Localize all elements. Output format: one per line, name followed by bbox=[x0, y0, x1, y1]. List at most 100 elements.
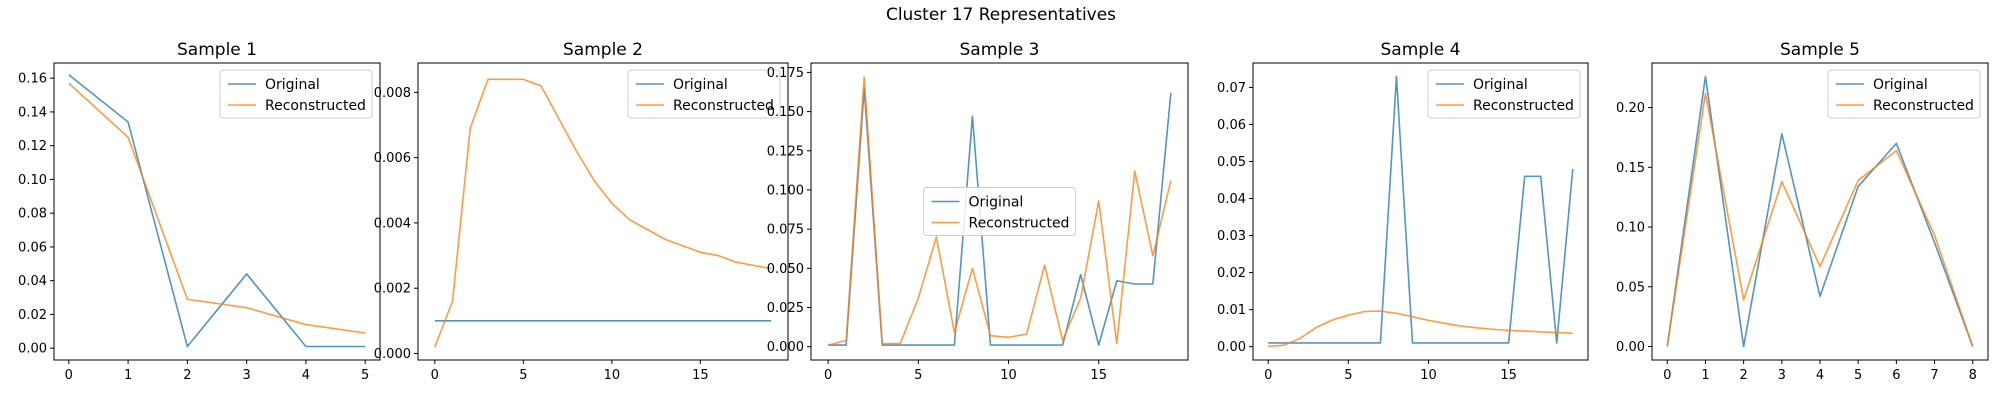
y-tick-label: 0.02 bbox=[18, 308, 47, 323]
subplot-title: Sample 4 bbox=[1381, 40, 1461, 60]
y-tick-label: 0.16 bbox=[18, 72, 47, 87]
plot-frame bbox=[417, 62, 789, 361]
x-tick-label: 0 bbox=[1264, 368, 1272, 383]
x-tick-label: 15 bbox=[1500, 368, 1517, 383]
x-tick-label: 3 bbox=[242, 368, 250, 383]
x-tick-label: 4 bbox=[1816, 368, 1824, 383]
x-tick-label: 7 bbox=[1930, 368, 1938, 383]
y-tick-label: 0.004 bbox=[374, 216, 411, 231]
series-line-original bbox=[68, 74, 366, 348]
x-tick-label: 5 bbox=[1854, 368, 1862, 383]
y-tick-label: 0.150 bbox=[767, 105, 804, 120]
subplot-title: Sample 3 bbox=[960, 40, 1040, 60]
y-tick-label: 0.10 bbox=[18, 173, 47, 188]
y-tick-label: 0.075 bbox=[767, 223, 804, 238]
y-tick-label: 0.04 bbox=[1217, 192, 1246, 207]
legend-label: Original bbox=[265, 77, 320, 93]
subplot-5: Sample 5 0.00 0.05 0.10 0.15 0.20 0 1 2 3 4 5 6 7 8 Ori… bbox=[1616, 40, 1989, 383]
subplot-4: Sample 4 0.00 0.01 0.02 0.03 0.04 0.05 0.06 0.07… bbox=[1217, 40, 1589, 383]
subplot-title: Sample 1 bbox=[177, 40, 257, 60]
figure-title: Cluster 17 Representatives bbox=[886, 5, 1116, 25]
legend-box bbox=[627, 69, 781, 119]
y-tick-label: 0.000 bbox=[374, 347, 411, 362]
x-tick-label: 0 bbox=[431, 368, 439, 383]
x-tick-label: 0 bbox=[824, 368, 832, 383]
x-tick-label: 2 bbox=[183, 368, 191, 383]
y-tick-label: 0.00 bbox=[1616, 340, 1645, 355]
x-tick-label: 4 bbox=[302, 368, 310, 383]
y-tick-label: 0.01 bbox=[1217, 303, 1246, 318]
x-tick-label: 8 bbox=[1969, 368, 1977, 383]
x-tick-label: 5 bbox=[519, 368, 527, 383]
x-tick-label: 15 bbox=[692, 368, 709, 383]
legend: Original Reconstructed bbox=[923, 187, 1076, 236]
plot-frame bbox=[53, 62, 381, 361]
y-tick-label: 0.100 bbox=[767, 183, 804, 198]
x-tick-label: 0 bbox=[1663, 368, 1671, 383]
y-tick-label: 0.06 bbox=[18, 240, 47, 255]
series-line-original bbox=[828, 87, 1172, 346]
y-tick-label: 0.125 bbox=[767, 144, 804, 159]
series-line-original bbox=[1268, 75, 1574, 344]
y-tick-label: 0.006 bbox=[374, 151, 411, 166]
y-tick-label: 0.00 bbox=[18, 342, 47, 357]
legend-label: Original bbox=[969, 195, 1024, 211]
x-tick-label: 5 bbox=[1344, 368, 1352, 383]
series-line-reconstructed bbox=[1666, 92, 1974, 347]
legend-box bbox=[1827, 69, 1981, 119]
plot-frame bbox=[810, 62, 1189, 361]
legend-box bbox=[923, 187, 1076, 236]
x-tick-label: 10 bbox=[604, 368, 621, 383]
legend-box bbox=[1427, 69, 1581, 119]
x-tick-label: 15 bbox=[1090, 368, 1107, 383]
legend: Original Reconstructed bbox=[1427, 69, 1581, 119]
y-tick-label: 0.000 bbox=[767, 340, 804, 355]
legend-box bbox=[219, 69, 373, 119]
y-tick-label: 0.14 bbox=[18, 105, 47, 120]
y-tick-label: 0.05 bbox=[1616, 280, 1645, 295]
x-tick-label: 2 bbox=[1739, 368, 1747, 383]
subplot-title: Sample 5 bbox=[1780, 40, 1860, 60]
x-tick-label: 0 bbox=[65, 368, 73, 383]
x-tick-label: 1 bbox=[1701, 368, 1709, 383]
x-tick-label: 6 bbox=[1892, 368, 1900, 383]
subplot-3: Sample 3 0.000 0.025 0.050 0.075 0.100 0.125 0.… bbox=[767, 40, 1189, 383]
legend: Original Reconstructed bbox=[1827, 69, 1981, 119]
y-tick-label: 0.050 bbox=[767, 262, 804, 277]
y-tick-label: 0.02 bbox=[1217, 266, 1246, 281]
y-tick-label: 0.07 bbox=[1217, 81, 1246, 96]
y-tick-label: 0.05 bbox=[1217, 155, 1246, 170]
legend-label: Reconstructed bbox=[673, 98, 774, 114]
x-tick-label: 10 bbox=[1000, 368, 1017, 383]
legend-label: Reconstructed bbox=[969, 216, 1070, 232]
series-line-reconstructed bbox=[434, 78, 772, 348]
legend: Original Reconstructed bbox=[219, 69, 373, 119]
x-tick-label: 3 bbox=[1778, 368, 1786, 383]
legend: Original Reconstructed bbox=[627, 69, 781, 119]
legend-label: Reconstructed bbox=[1473, 98, 1574, 114]
y-tick-label: 0.008 bbox=[374, 86, 411, 101]
y-tick-label: 0.025 bbox=[767, 301, 804, 316]
y-tick-label: 0.03 bbox=[1217, 229, 1246, 244]
series-line-reconstructed bbox=[827, 76, 1172, 346]
y-tick-label: 0.175 bbox=[767, 66, 804, 81]
y-tick-label: 0.08 bbox=[18, 207, 47, 222]
series-line-reconstructed bbox=[68, 82, 366, 334]
y-tick-label: 0.12 bbox=[18, 139, 47, 154]
subplot-2: Sample 2 0.000 0.002 0.004 0.006 0.008 0 5 10 15 O… bbox=[374, 40, 789, 383]
legend-label: Original bbox=[1873, 77, 1928, 93]
y-tick-label: 0.00 bbox=[1217, 340, 1246, 355]
y-tick-label: 0.002 bbox=[374, 282, 411, 297]
x-tick-label: 10 bbox=[1420, 368, 1437, 383]
subplot-1: Sample 1 0.00 0.02 0.04 0.06 0.08 0.10 0.12 0.14… bbox=[18, 40, 381, 383]
x-tick-label: 5 bbox=[914, 368, 922, 383]
y-tick-label: 0.04 bbox=[18, 274, 47, 289]
y-tick-label: 0.15 bbox=[1616, 161, 1645, 176]
subplot-title: Sample 2 bbox=[563, 40, 643, 60]
x-tick-label: 1 bbox=[124, 368, 132, 383]
y-tick-label: 0.20 bbox=[1616, 101, 1645, 116]
y-tick-label: 0.10 bbox=[1616, 221, 1645, 236]
legend-label: Reconstructed bbox=[265, 98, 366, 114]
series-line-reconstructed bbox=[1268, 310, 1573, 348]
